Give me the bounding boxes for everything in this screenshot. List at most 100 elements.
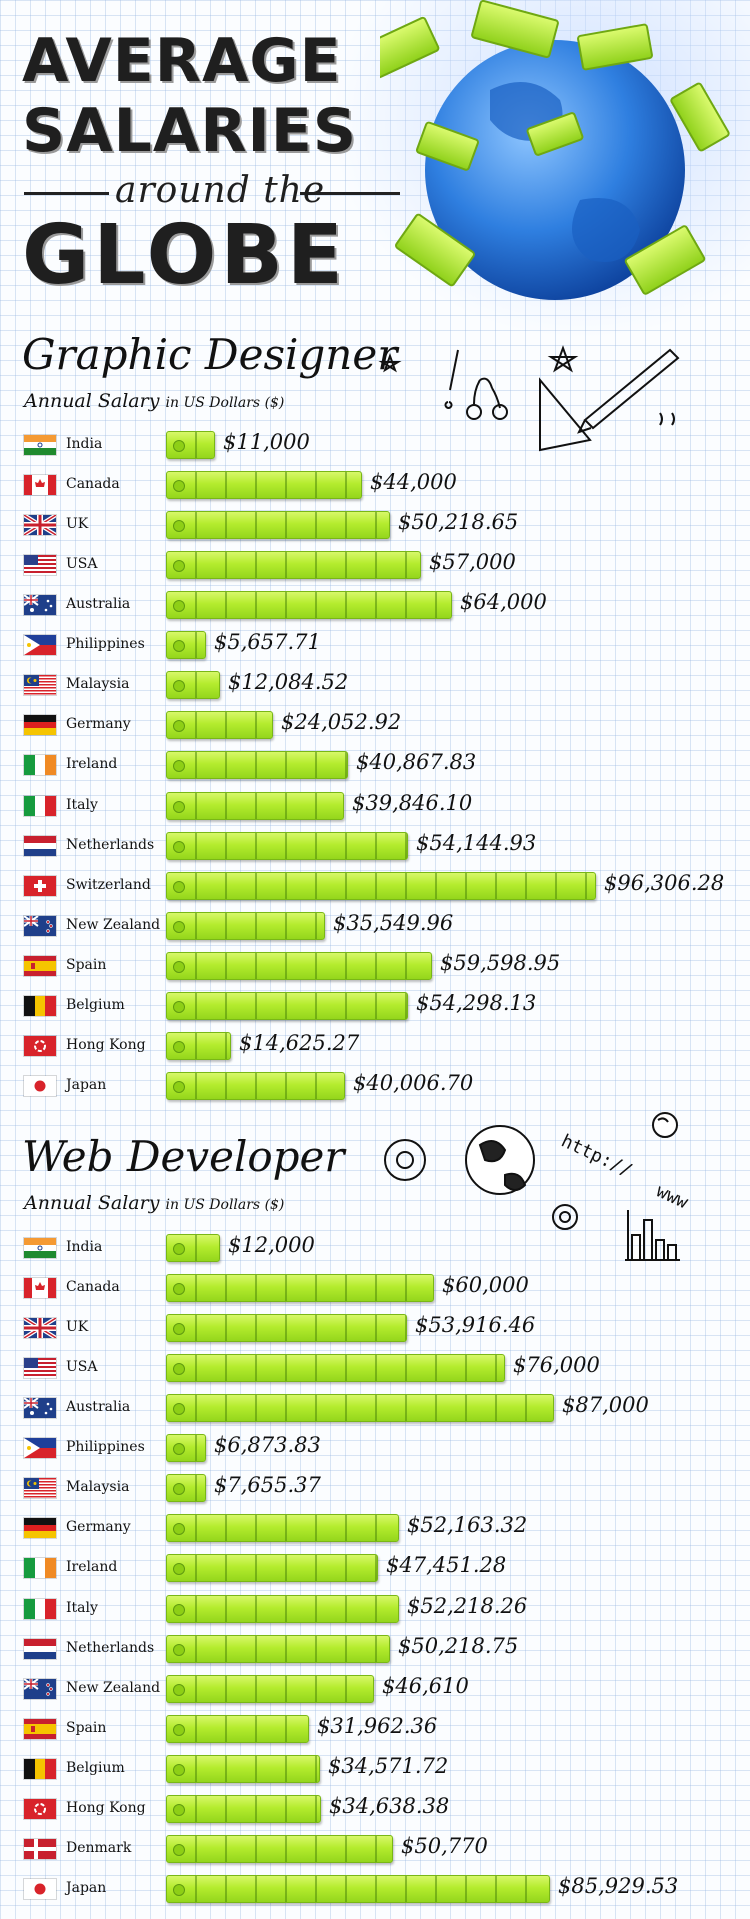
value-label: $87,000 xyxy=(562,1393,649,1418)
country-label: USA xyxy=(66,1359,98,1376)
design-doodles xyxy=(378,345,680,452)
country-label: Netherlands xyxy=(66,1639,155,1656)
country-label: Belgium xyxy=(66,1759,125,1776)
money-bar-denmark xyxy=(166,1834,393,1863)
bar-row-germany: Germany $24,052.92 xyxy=(0,705,750,745)
money-bar-netherlands xyxy=(166,831,408,860)
value-label: $57,000 xyxy=(429,550,516,575)
value-label: $96,306.28 xyxy=(604,870,725,895)
money-bar-india xyxy=(166,431,215,459)
value-label: $5,657.71 xyxy=(214,630,321,655)
flying-cash xyxy=(380,0,730,295)
country-label: UK xyxy=(66,516,89,533)
money-bar-spain xyxy=(166,951,432,980)
money-bar-belgium xyxy=(166,1754,320,1783)
flag-australia-icon xyxy=(24,595,56,616)
country-label: New Zealand xyxy=(66,916,161,933)
money-bar-philippines xyxy=(166,631,206,660)
flag-japan-icon xyxy=(24,1075,56,1096)
quote-doodle xyxy=(659,412,675,426)
value-label: $44,000 xyxy=(370,470,457,495)
at-sign-doodle-1 xyxy=(384,1139,426,1181)
flag-india-icon xyxy=(24,1238,56,1258)
bar-row-hong-kong: Hong Kong $34,638.38 xyxy=(0,1789,750,1829)
country-label: Italy xyxy=(66,1599,98,1616)
country-label: Switzerland xyxy=(66,876,151,893)
value-label: $54,144.93 xyxy=(416,830,537,855)
globe-continent-2 xyxy=(572,198,640,262)
bar-row-philippines: Philippines $5,657.71 xyxy=(0,625,750,665)
flag-netherlands-icon xyxy=(24,835,56,856)
country-label: Spain xyxy=(66,956,107,973)
section-subtitle-graphic-designer: Annual Salary in US Dollars ($) xyxy=(24,390,284,412)
country-label: New Zealand xyxy=(66,1679,161,1696)
http-doodle: http:// xyxy=(558,1130,636,1181)
www-doodle: www xyxy=(653,1180,691,1213)
web-doodles: http:// www xyxy=(384,1112,691,1261)
bar-row-india: India $12,000 xyxy=(0,1228,750,1268)
value-label: $24,052.92 xyxy=(281,710,402,735)
flag-uk-icon xyxy=(24,1318,56,1339)
globe-illustration xyxy=(380,0,730,300)
bar-row-ireland: Ireland $47,451.28 xyxy=(0,1548,750,1588)
flag-belgium-icon xyxy=(24,1758,56,1779)
value-label: $60,000 xyxy=(442,1273,529,1298)
flag-australia-icon xyxy=(24,1398,56,1419)
section-title-graphic-designer: Graphic Designer xyxy=(22,330,398,379)
title-rule-right xyxy=(300,192,400,195)
value-label: $11,000 xyxy=(223,430,310,454)
section-subtitle-web-developer: Annual Salary in US Dollars ($) xyxy=(24,1192,284,1214)
money-bar-philippines xyxy=(166,1434,206,1463)
money-bar-malaysia xyxy=(166,1474,206,1503)
value-label: $50,218.75 xyxy=(398,1633,519,1658)
value-label: $14,625.27 xyxy=(239,1030,360,1055)
value-label: $6,873.83 xyxy=(214,1433,321,1458)
flag-canada-icon xyxy=(24,475,56,496)
country-label: Australia xyxy=(66,1399,131,1416)
axis-label: Annual Salary xyxy=(24,1192,160,1214)
flag-denmark-icon xyxy=(24,1838,56,1859)
money-bar-switzerland xyxy=(166,871,596,900)
star-doodle-2 xyxy=(547,345,579,373)
value-label: $7,655.37 xyxy=(214,1473,321,1498)
country-label: Ireland xyxy=(66,1559,118,1576)
value-label: $85,929.53 xyxy=(558,1873,679,1898)
country-label: Hong Kong xyxy=(66,1799,146,1816)
country-label: Spain xyxy=(66,1719,107,1736)
money-bar-india xyxy=(166,1234,220,1262)
value-label: $54,298.13 xyxy=(416,990,537,1015)
flag-new-zealand-icon xyxy=(24,915,56,936)
money-bar-germany xyxy=(166,711,273,740)
country-label: Italy xyxy=(66,796,98,813)
money-bar-malaysia xyxy=(166,671,220,700)
value-label: $47,451.28 xyxy=(386,1553,507,1578)
bar-row-usa: USA $57,000 xyxy=(0,545,750,585)
bar-row-denmark: Denmark $50,770 xyxy=(0,1829,750,1869)
value-label: $52,163.32 xyxy=(407,1513,528,1538)
at-sign-doodle-2 xyxy=(552,1204,578,1230)
flag-japan-icon xyxy=(24,1878,56,1899)
money-bar-netherlands xyxy=(166,1634,390,1663)
country-label: Japan xyxy=(66,1879,107,1896)
title-rule-left xyxy=(24,192,109,195)
value-label: $40,006.70 xyxy=(353,1070,474,1095)
flag-germany-icon xyxy=(24,715,56,736)
flag-malaysia-icon xyxy=(24,675,56,696)
flag-philippines-icon xyxy=(24,635,56,656)
value-label: $46,610 xyxy=(382,1673,469,1698)
country-label: Denmark xyxy=(66,1839,132,1856)
country-label: Canada xyxy=(66,476,120,493)
flag-philippines-icon xyxy=(24,1438,56,1459)
pen-doodle xyxy=(577,348,680,434)
bar-row-hong-kong: Hong Kong $14,625.27 xyxy=(0,1026,750,1066)
bar-row-germany: Germany $52,163.32 xyxy=(0,1508,750,1548)
star-doodle-1 xyxy=(378,353,402,373)
money-bar-uk xyxy=(166,1314,407,1343)
value-label: $50,218.65 xyxy=(398,510,519,535)
title-line-3: around the xyxy=(115,170,326,211)
bar-row-malaysia: Malaysia $12,084.52 xyxy=(0,665,750,705)
value-label: $50,770 xyxy=(401,1833,488,1858)
flag-italy-icon xyxy=(24,795,56,816)
country-label: Philippines xyxy=(66,636,145,653)
value-label: $34,571.72 xyxy=(328,1753,449,1778)
